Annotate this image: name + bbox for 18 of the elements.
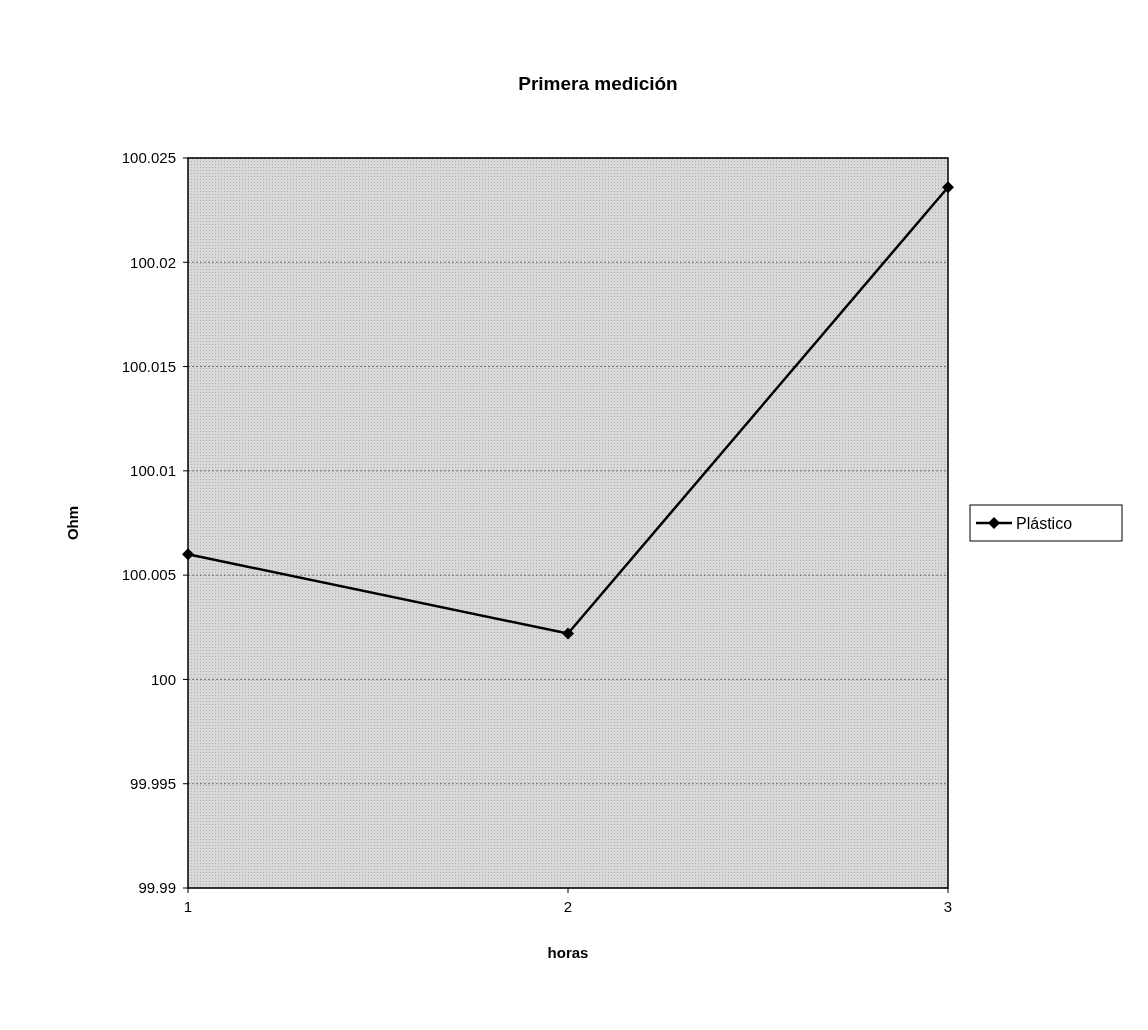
y-tick-label: 100 [150, 670, 176, 688]
y-tick-label: 100.015 [121, 357, 176, 375]
y-tick-label: 100.02 [130, 253, 176, 271]
y-axis-title: Ohm [64, 505, 81, 541]
point [562, 627, 574, 640]
legend-label: Plástico [1016, 514, 1073, 532]
y-tick-label: 99.995 [130, 774, 176, 792]
y-tick-label: 99.99 [138, 879, 176, 897]
point [942, 181, 954, 194]
x-tick-label: 1 [183, 898, 193, 915]
x-tick-label: 3 [943, 898, 953, 915]
point [182, 548, 194, 561]
x-tick-label: 2 [563, 898, 573, 915]
y-tick-label: 100.005 [121, 566, 176, 584]
y-tick-label: 100.01 [130, 462, 176, 480]
y-tick-label: 100.025 [121, 149, 176, 167]
chart-title: Primera medición [518, 73, 678, 94]
x-axis-title: horas [547, 944, 589, 961]
